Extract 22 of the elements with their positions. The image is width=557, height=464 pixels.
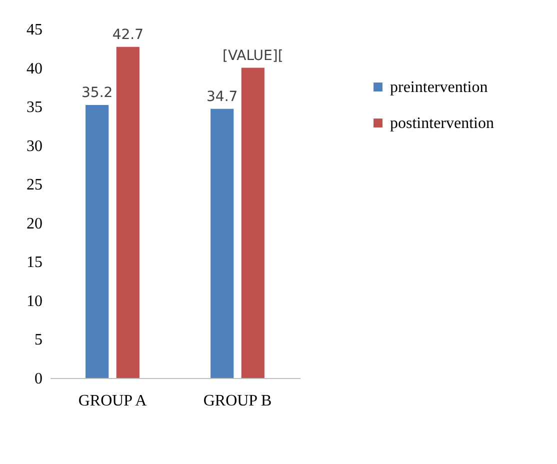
y-tick-label: 0 xyxy=(34,370,42,388)
y-tick-label: 10 xyxy=(26,292,42,310)
data-label: [VALUE][ xyxy=(222,48,284,64)
bar xyxy=(241,68,264,378)
y-tick-label: 20 xyxy=(26,215,42,232)
y-tick-label: 30 xyxy=(26,138,42,155)
y-tick-label: 25 xyxy=(26,176,42,194)
y-tick-label: 5 xyxy=(34,332,42,349)
y-tick-label: 35 xyxy=(26,99,42,116)
x-tick-label: GROUP A xyxy=(78,392,148,410)
bar xyxy=(86,105,109,378)
y-tick-label: 45 xyxy=(26,22,42,38)
bar xyxy=(116,46,140,378)
data-label: 35.2 xyxy=(82,85,113,102)
x-tick-label: GROUP B xyxy=(203,392,272,410)
legend-label: postintervention xyxy=(390,115,494,132)
legend-label: preintervention xyxy=(390,79,488,96)
y-tick-label: 15 xyxy=(26,254,42,272)
data-label: 34.7 xyxy=(206,88,238,105)
y-tick-label: 40 xyxy=(26,60,42,78)
data-label: 42.7 xyxy=(112,26,144,43)
bar xyxy=(210,108,234,378)
